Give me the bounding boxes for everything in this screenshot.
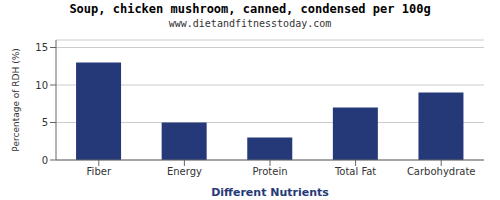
- html-text:Soup, chicken mushroom, canned: Soup, chicken mushroom, canned, condense…: [69, 2, 431, 16]
- html-text:www.dietandfitnesstoday.com: www.dietandfitnesstoday.com: [168, 18, 332, 29]
- svg-text:Different Nutrients: Different Nutrients: [211, 186, 329, 199]
- svg-text:10: 10: [35, 80, 48, 91]
- svg-text:15: 15: [35, 42, 48, 53]
- svg-text:Total Fat: Total Fat: [334, 166, 376, 177]
- svg-text:0: 0: [42, 155, 48, 166]
- svg-text:Percentage of RDH (%): Percentage of RDH (%): [11, 48, 21, 151]
- svg-text:Protein: Protein: [252, 166, 287, 177]
- svg-text:5: 5: [42, 117, 48, 128]
- svg-text:Fiber: Fiber: [87, 166, 112, 177]
- svg-text:Energy: Energy: [167, 166, 202, 177]
- svg-text:Carbohydrate: Carbohydrate: [407, 166, 476, 177]
